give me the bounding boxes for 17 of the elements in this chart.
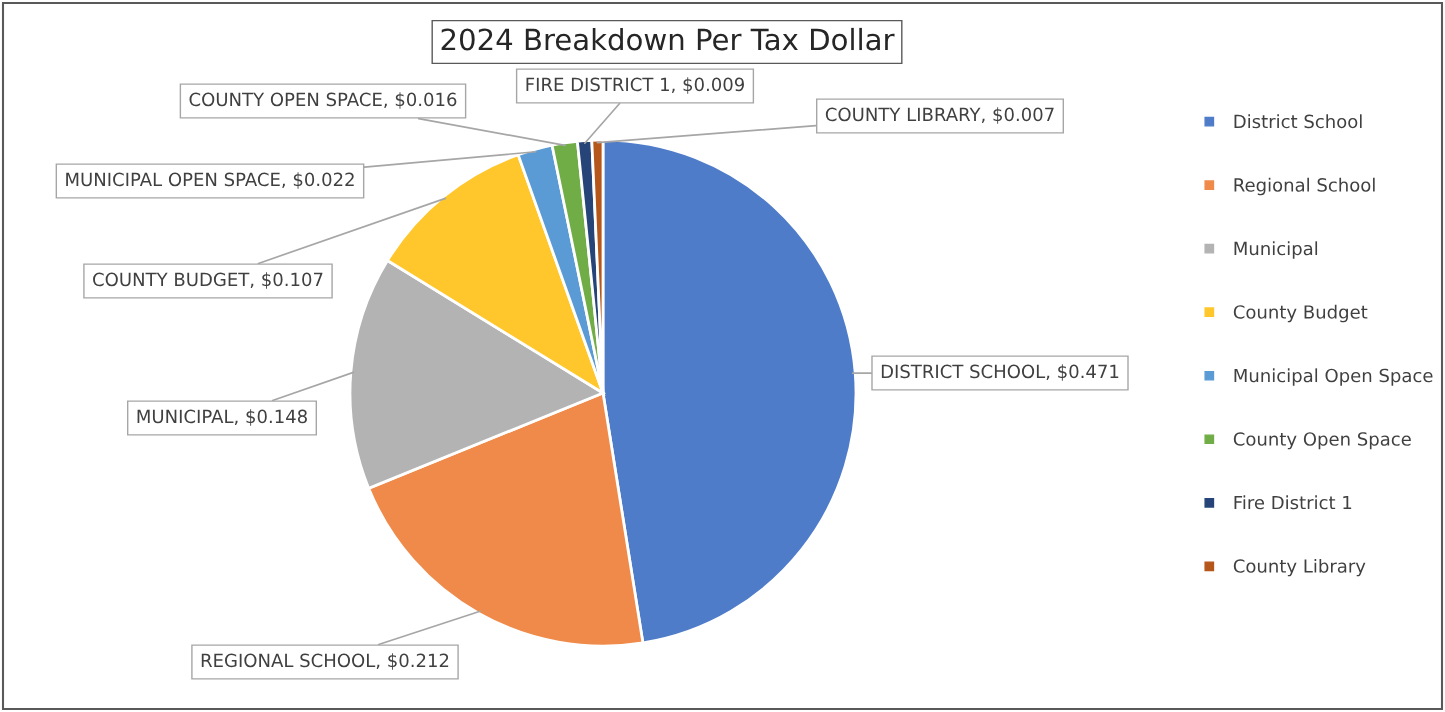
data-label: DISTRICT SCHOOL, $0.471	[881, 364, 1119, 381]
data-label: REGIONAL SCHOOL, $0.212	[201, 653, 449, 670]
data-label: MUNICIPAL OPEN SPACE, $0.022	[66, 172, 354, 189]
legend-label: County Library	[1233, 558, 1366, 577]
legend-label: District School	[1234, 114, 1362, 129]
legend-label: Regional School	[1234, 177, 1375, 196]
data-label: MUNICIPAL, $0.148	[137, 409, 307, 426]
chart-title: 2024 Breakdown Per Tax Dollar	[441, 27, 895, 51]
data-label: FIRE DISTRICT 1, $0.009	[526, 77, 744, 94]
data-label: COUNTY LIBRARY, $0.007	[825, 107, 1054, 124]
legend-label: Fire District 1	[1234, 495, 1352, 510]
legend-label: Municipal Open Space	[1234, 368, 1433, 386]
data-label: COUNTY BUDGET, $0.107	[93, 272, 323, 289]
legend-label: Municipal	[1234, 241, 1318, 259]
legend-label: County Open Space	[1233, 432, 1411, 450]
data-label: COUNTY OPEN SPACE, $0.016	[189, 92, 457, 109]
legend-label: County Budget	[1233, 304, 1368, 323]
